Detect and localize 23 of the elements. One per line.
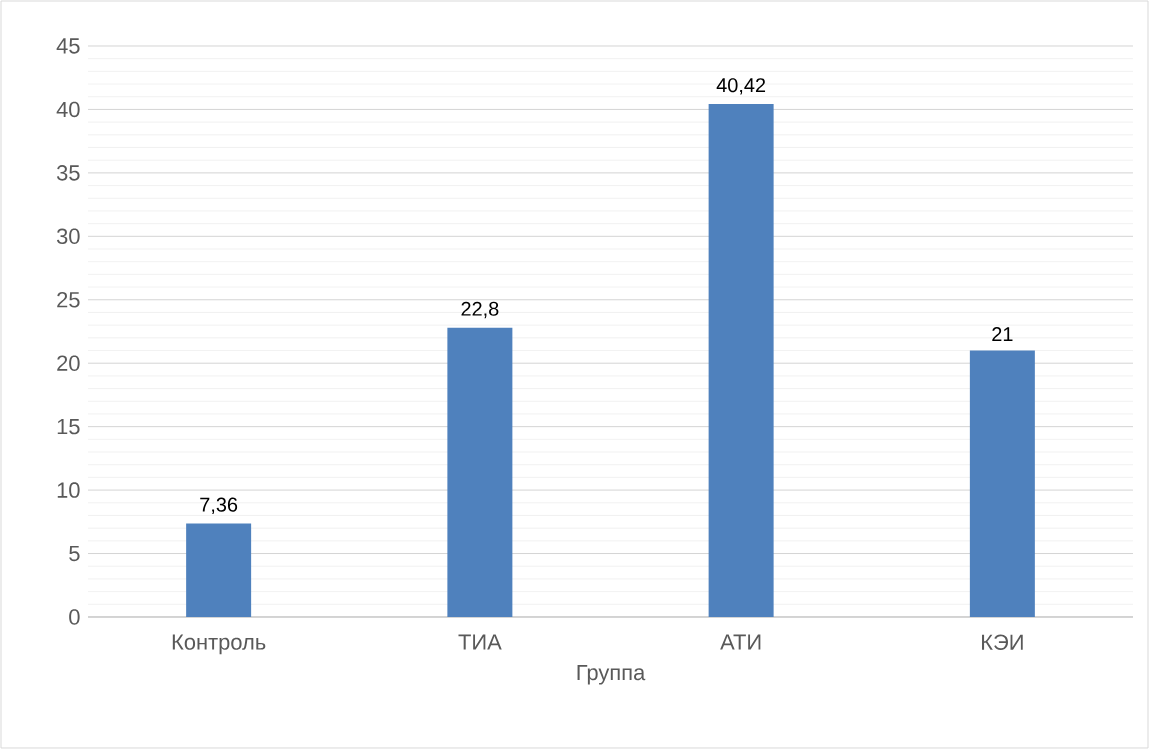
bar xyxy=(708,104,774,617)
y-tick-label: 5 xyxy=(69,545,80,562)
data-label: 22,8 xyxy=(461,301,499,319)
x-tick-label: Контроль xyxy=(172,634,266,655)
x-axis-title: Группа xyxy=(577,664,646,685)
y-tick-label: 15 xyxy=(57,419,80,435)
data-label: 7,36 xyxy=(200,497,238,515)
x-tick-label: АТИ xyxy=(720,634,761,650)
y-tick-label: 30 xyxy=(56,228,80,245)
x-tick-label: КЭИ xyxy=(982,634,1023,651)
data-label: 21 xyxy=(992,327,1013,341)
y-tick-label: 35 xyxy=(56,165,80,181)
y-tick-label: 25 xyxy=(57,292,80,308)
bar xyxy=(969,350,1035,617)
data-label: 40,42 xyxy=(716,78,766,95)
y-tick-label: 20 xyxy=(57,355,80,371)
x-tick-label: ТИА xyxy=(458,634,502,650)
y-tick-label: 10 xyxy=(57,482,80,498)
y-tick-label: 40 xyxy=(56,101,80,118)
bar xyxy=(447,327,513,617)
y-tick-label: 45 xyxy=(56,38,80,54)
y-tick-label: 0 xyxy=(69,609,80,625)
bar xyxy=(186,523,252,617)
